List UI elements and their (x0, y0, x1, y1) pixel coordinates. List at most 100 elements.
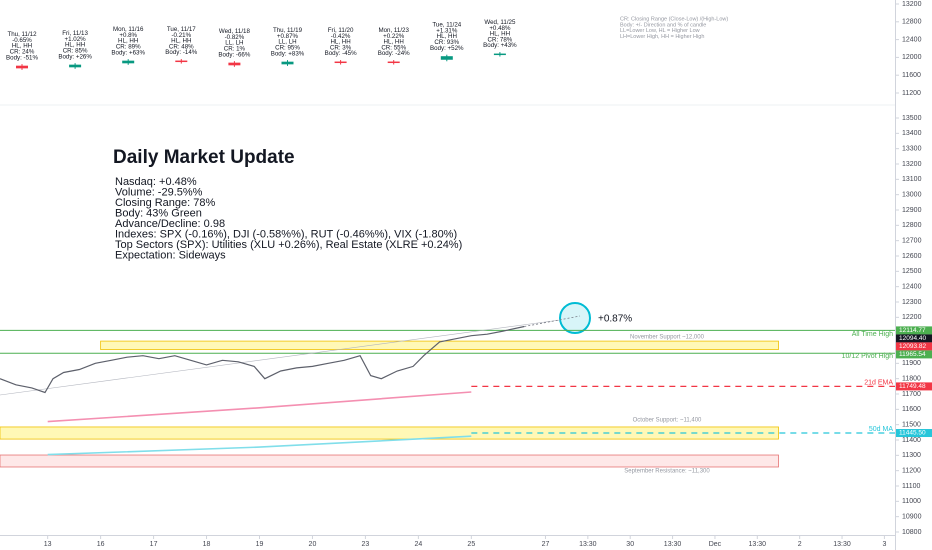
day-stat: HL, HH (490, 31, 510, 38)
x-tick-label: Dec (709, 541, 722, 548)
highlight-circle (559, 302, 591, 334)
day-stat: HL, HH (384, 39, 404, 46)
day-stat: -0.21% (171, 32, 191, 39)
x-tick-label: 13 (44, 541, 52, 548)
day-stat: Body: -51% (6, 54, 38, 61)
day-stat: CR: 95% (275, 45, 300, 52)
moving-average (47, 435, 472, 456)
day-stat: HL, HH (65, 42, 85, 49)
y-tick-label: 13200 (902, 1, 922, 8)
x-tick-label: 2 (798, 541, 802, 548)
zone-label: November Support ~12,000 (630, 335, 705, 341)
zone (100, 340, 779, 350)
x-tick-label: 30 (626, 541, 634, 548)
day-stat: Body: -66% (218, 51, 250, 58)
y-tick-label: 12800 (902, 19, 922, 26)
zone (0, 454, 779, 468)
day-stat: HL, HH (171, 38, 191, 45)
day-stat: Tue, 11/24 (432, 22, 461, 29)
x-tick-label: 17 (150, 541, 158, 548)
price-tag (896, 350, 932, 359)
y-tick-label: 11300 (902, 452, 921, 459)
y-tick-label: 11200 (902, 468, 921, 475)
y-tick-label: 12500 (902, 268, 922, 275)
projection (524, 315, 581, 327)
x-tick-label: 24 (414, 541, 422, 548)
y-tick-label: 12700 (902, 238, 922, 245)
x-tick-label: 16 (97, 541, 105, 548)
x-tick-label: 3 (882, 541, 886, 548)
y-tick-label: 13100 (902, 176, 922, 183)
day-stat: Body: +26% (58, 53, 92, 60)
y-tick-label: 13000 (902, 192, 922, 199)
mini-candle (334, 61, 347, 64)
price-tag (896, 334, 932, 343)
day-stat: CR: 24% (10, 49, 35, 56)
day-stat: +1.31% (436, 27, 458, 34)
day-stat: Tue, 11/17 (167, 26, 196, 33)
day-stat: +0.87% (277, 33, 299, 40)
y-tick-label: 12800 (902, 222, 922, 229)
note-line: Body: 43% Green (115, 207, 202, 219)
day-stat: -0.65% (12, 37, 32, 44)
y-tick-label: 11600 (902, 72, 921, 79)
day-stat: +0.22% (383, 33, 405, 40)
legend-line: LH=Lower High, HH = Higher High (620, 34, 704, 40)
day-stat: Body: -14% (165, 49, 197, 56)
y-tick-label: 13500 (902, 115, 922, 122)
y-tick-label: 11200 (902, 90, 921, 97)
note-line: Nasdaq: +0.48% (115, 176, 197, 188)
legend-line: CR: Closing Range (Close-Low) /(High-Low… (620, 16, 728, 22)
y-tick-label: 13200 (902, 161, 922, 168)
zone (0, 426, 779, 440)
day-stat: Body: +52% (430, 45, 464, 52)
x-tick-label: 13:30 (833, 541, 851, 548)
day-stat: LL, LH (225, 40, 243, 47)
mini-candle (281, 61, 294, 65)
legend-line: LL=Lower Low, HL = Higher Low (620, 28, 700, 34)
price-tag-label: 11445.50 (899, 430, 926, 437)
legend-line: Body: +/- Direction and % of candle (620, 22, 706, 28)
level-label: 50d MA (869, 426, 893, 433)
mini-candle (493, 53, 506, 56)
mini-candle (387, 61, 400, 64)
zone-label: October Support: ~11,400 (633, 418, 702, 424)
day-stat: Fri, 11/20 (328, 27, 354, 34)
day-stat: Body: -24% (378, 50, 410, 57)
y-tick-label: 13300 (902, 146, 922, 153)
price-tag (896, 429, 932, 438)
mini-candle (122, 60, 135, 64)
price-tag-label: 11965.54 (899, 351, 926, 358)
day-stat: +0.48% (489, 25, 511, 32)
y-tick-label: 11000 (902, 498, 921, 505)
y-tick-label: 10900 (902, 514, 922, 521)
mini-candle (69, 64, 82, 68)
price-tag-label: 12093.82 (899, 343, 926, 350)
x-tick-label: 18 (203, 541, 211, 548)
day-stat: Thu, 11/12 (7, 31, 37, 38)
y-tick-label: 10800 (902, 529, 922, 536)
day-stat: -0.82% (225, 34, 245, 41)
day-stat: HL, HH (437, 33, 457, 40)
y-tick-label: 11800 (902, 376, 921, 383)
annotation: +0.87% (598, 314, 632, 325)
note-line: Top Sectors (SPX): Utilities (XLU +0.26%… (115, 239, 462, 251)
note-line: Indexes: SPX (-0.16%), DJI (-0.58%%), RU… (115, 228, 457, 240)
day-stat: +1.02% (65, 36, 87, 43)
day-stat: Thu, 11/19 (273, 27, 303, 34)
day-stat: Body: +83% (271, 50, 305, 57)
y-tick-label: 12900 (902, 207, 922, 214)
note-line: Closing Range: 78% (115, 197, 216, 209)
x-tick-label: 13:30 (579, 541, 597, 548)
day-stat: Mon, 11/16 (113, 26, 144, 33)
y-tick-label: 11500 (902, 422, 921, 429)
day-stat: Body: +63% (111, 49, 145, 56)
day-stat: Fri, 11/13 (62, 30, 88, 37)
x-tick-label: 23 (362, 541, 370, 548)
y-tick-label: 11700 (902, 391, 921, 398)
day-stat: LL, LH (278, 39, 296, 46)
x-tick-label: 25 (467, 541, 475, 548)
level-label: 21d EMA (864, 379, 893, 386)
note-line: Expectation: Sideways (115, 249, 226, 261)
trend-line (0, 319, 561, 396)
